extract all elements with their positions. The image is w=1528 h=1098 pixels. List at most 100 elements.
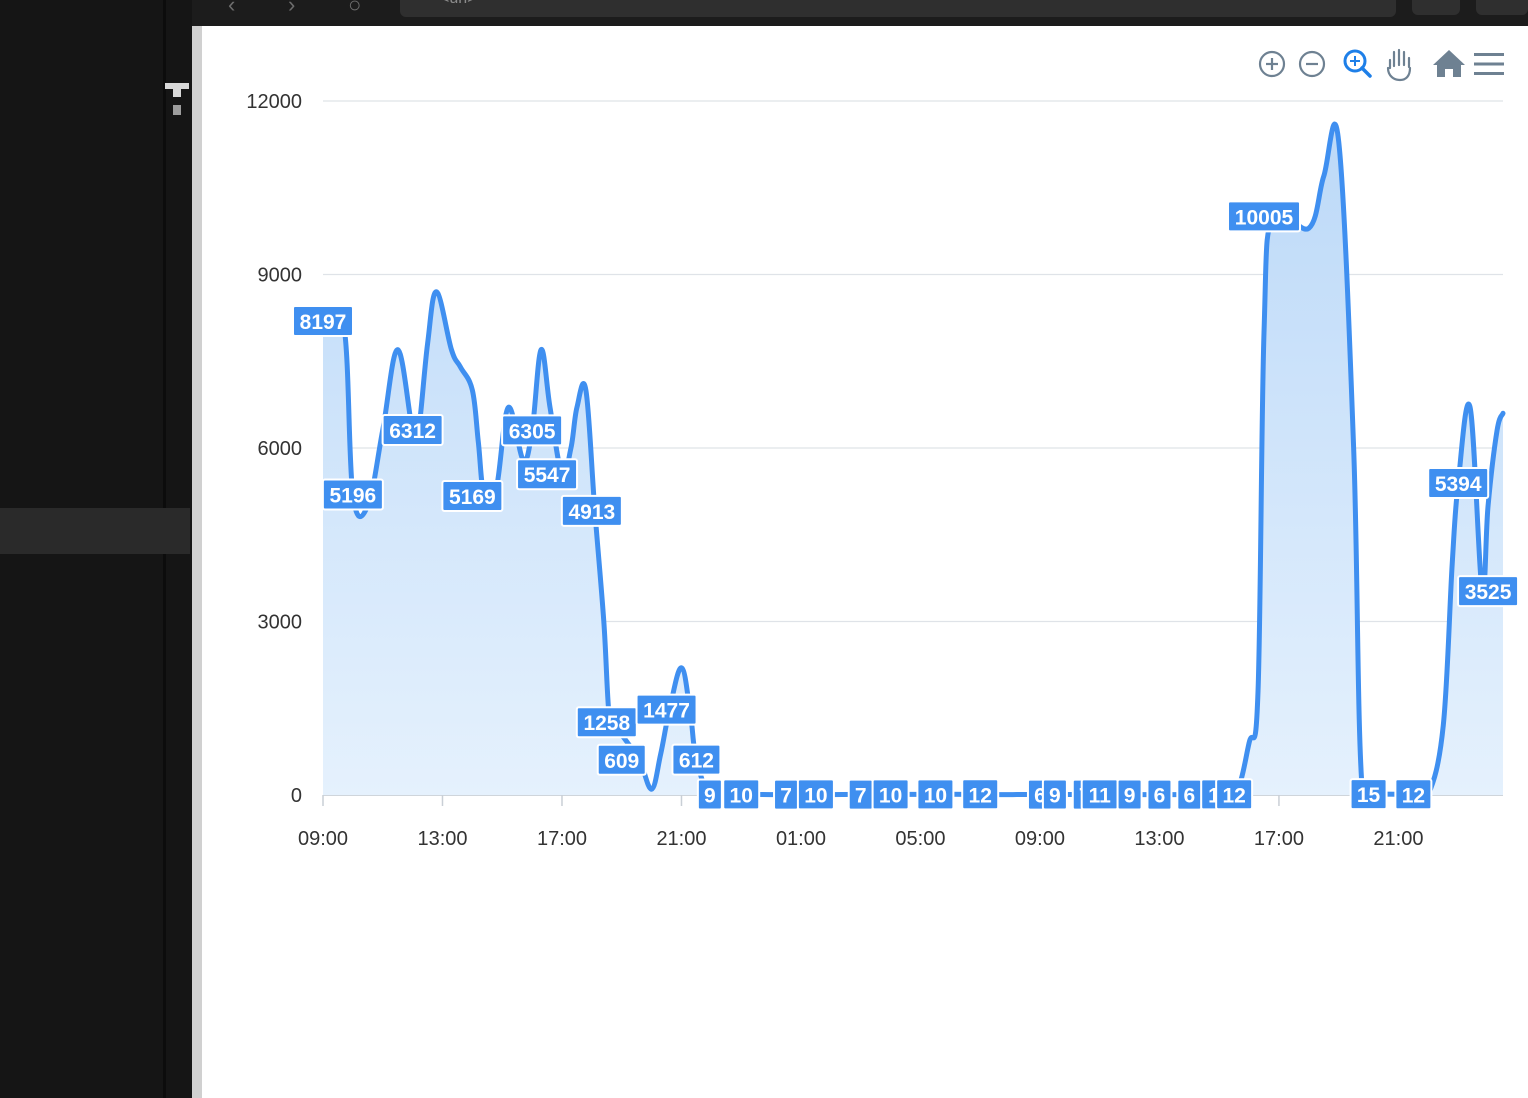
series-area (323, 124, 1503, 796)
data-label-text: 3525 (1465, 581, 1512, 604)
data-label-box (441, 480, 504, 513)
pan-icon[interactable] (1386, 48, 1412, 82)
data-label: 6 (1176, 778, 1203, 811)
data-label-text: 10005 (1235, 206, 1294, 229)
data-label: 4913 (560, 494, 623, 527)
data-label: 6305 (501, 414, 564, 447)
data-label-text: 1258 (583, 712, 630, 735)
data-label-box (1457, 575, 1520, 608)
data-label-text: 12 (1402, 784, 1425, 807)
data-label-box (635, 693, 698, 726)
data-label-text: 9 (1124, 784, 1136, 807)
x-tick-label: 13:00 (1134, 828, 1184, 850)
data-label-text: 15 (1357, 784, 1381, 807)
data-label: 10 (871, 778, 910, 811)
data-label-text: 10 (730, 784, 753, 807)
resize-handle-dot-icon (173, 89, 181, 97)
data-label-box (381, 413, 444, 446)
data-label-box (671, 743, 722, 776)
menu-icon[interactable] (1474, 53, 1504, 75)
data-label-text: 6312 (389, 420, 436, 443)
data-label: 5169 (441, 480, 504, 513)
reset-zoom-icon[interactable] (1433, 50, 1465, 77)
x-tick-label: 09:00 (1015, 828, 1065, 850)
data-label-text: 12 (1222, 784, 1245, 807)
data-label-text: 612 (679, 750, 714, 773)
data-label-text: 10 (804, 784, 827, 807)
resize-handle-icon[interactable] (165, 83, 189, 89)
data-label: 10 (796, 778, 835, 811)
x-tick-label: 09:00 (298, 828, 348, 850)
data-label-text: 8197 (300, 311, 347, 334)
data-label-text: 10 (879, 784, 902, 807)
data-label: 6312 (381, 413, 444, 446)
data-label: 12 (961, 778, 1000, 811)
data-label: 5394 (1427, 467, 1490, 500)
data-label-box (1227, 200, 1302, 233)
data-label: 9 (1116, 778, 1143, 811)
data-label-text: 12 (969, 784, 992, 807)
sidebar-selected-row[interactable] (0, 508, 190, 554)
data-label: 5547 (516, 458, 579, 491)
data-labels: 8197 5196 6312 5169 6305 5547 4913 1258 609 1477 6… (292, 200, 1520, 811)
y-tick-label: 6000 (258, 438, 303, 460)
back-icon[interactable]: ‹ (228, 0, 236, 17)
zoom-in-icon[interactable] (1258, 50, 1286, 78)
data-label-text: 5547 (524, 464, 571, 487)
data-label: 3525 (1457, 575, 1520, 608)
x-tick-label: 17:00 (537, 828, 587, 850)
data-label-text: 9 (1049, 784, 1061, 807)
data-label: 1258 (575, 706, 638, 739)
data-label-box (1146, 778, 1173, 811)
x-tick-label: 13:00 (417, 828, 467, 850)
extension-button[interactable] (1412, 0, 1460, 15)
data-label: 8197 (292, 304, 354, 337)
data-label-box (722, 778, 761, 811)
data-label: 10005 (1227, 200, 1302, 233)
address-bar[interactable]: <url> (400, 0, 1396, 17)
data-label: 7 (773, 778, 800, 811)
data-label-box (1116, 778, 1143, 811)
data-label-text: 7 (780, 785, 792, 808)
data-label-text: 6 (1034, 785, 1046, 808)
data-label-box (916, 778, 955, 811)
data-label: 9 (1041, 778, 1068, 811)
data-label-text: 11 (1089, 784, 1112, 807)
data-label-box (1349, 778, 1388, 811)
y-tick-label: 9000 (258, 265, 303, 287)
forward-icon[interactable]: › (288, 0, 296, 17)
data-label: 6 (1146, 778, 1173, 811)
data-label-text: 9 (704, 784, 716, 807)
x-tick-label: 01:00 (776, 828, 826, 850)
data-label-box (560, 494, 623, 527)
reload-icon[interactable]: ○ (348, 0, 362, 17)
selection-zoom-icon[interactable] (1343, 49, 1372, 78)
x-tick-label: 21:00 (656, 828, 706, 850)
x-tick-label: 05:00 (895, 828, 945, 850)
browser-toolbar: ‹ › ○ <url> (192, 0, 1528, 26)
data-label: 12 (1394, 778, 1433, 811)
chart-toolbar (1258, 48, 1504, 82)
data-label: 15 (1349, 778, 1388, 811)
resize-handle-dot-icon (173, 105, 181, 115)
data-label-box (1427, 467, 1490, 500)
data-label-text: 5394 (1435, 473, 1482, 496)
data-label: 12 (1215, 778, 1254, 811)
data-label: 609 (596, 743, 647, 776)
data-label-text: 1477 (643, 700, 690, 723)
data-label-box (516, 458, 579, 491)
scrollbar[interactable] (192, 26, 202, 1098)
data-label-box (596, 743, 647, 776)
data-label-text: 4913 (569, 501, 616, 524)
data-label: 10 (916, 778, 955, 811)
data-label: 1477 (635, 693, 698, 726)
data-label-text: 5196 (330, 484, 377, 507)
data-label-box (961, 778, 1000, 811)
data-label-text: 6305 (509, 420, 556, 443)
sidebar-toggle-button[interactable] (1476, 0, 1528, 15)
url-text: <url> (440, 0, 476, 8)
data-label-text: 6 (1154, 785, 1166, 808)
y-tick-label: 12000 (246, 91, 302, 113)
zoom-out-icon[interactable] (1298, 50, 1326, 78)
data-label-box (796, 778, 835, 811)
